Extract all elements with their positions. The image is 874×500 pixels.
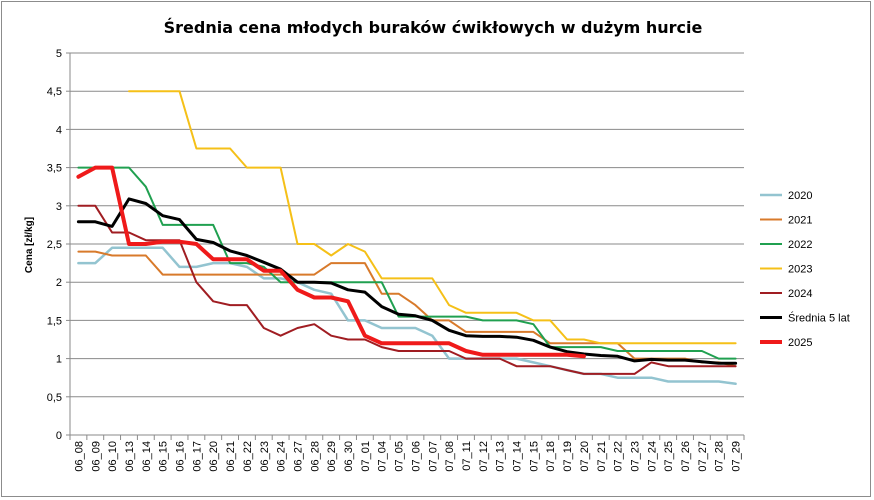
x-tick-label: 07_04	[377, 441, 389, 472]
series-line	[77, 204, 737, 375]
x-tick-label: 07_28	[714, 441, 726, 472]
legend-label: 2025	[788, 337, 812, 349]
y-tick-label: 0	[56, 430, 62, 442]
x-tick-label: 06_13	[124, 441, 136, 472]
x-tick-label: 06_22	[242, 441, 254, 472]
legend-label: 2024	[788, 288, 812, 300]
series-line	[77, 250, 737, 368]
x-tick-label: 07_19	[562, 441, 574, 472]
x-tick-label: 07_23	[629, 441, 641, 472]
y-tick-label: 1,5	[47, 315, 62, 327]
x-tick-label: 07_11	[461, 441, 473, 471]
series-line	[77, 166, 737, 360]
x-tick-label: 07_13	[495, 441, 507, 472]
x-tick-label: 06_29	[326, 441, 338, 472]
x-tick-label: 07_21	[596, 441, 608, 472]
legend-label: 2021	[788, 215, 812, 227]
legend-label: 2023	[788, 264, 812, 276]
x-tick-label: 07_14	[512, 441, 524, 472]
series-lines	[76, 90, 738, 386]
x-tick-label: 07_29	[731, 441, 743, 472]
series-line	[128, 90, 737, 345]
y-tick-label: 5	[56, 48, 62, 60]
x-tick-label: 06_24	[276, 441, 288, 472]
x-tick-label: 06_16	[175, 441, 187, 472]
x-tick-label: 06_15	[158, 441, 170, 472]
y-tick-label: 1	[56, 354, 62, 366]
x-tick-label: 06_10	[107, 441, 119, 472]
y-tick-label: 2,5	[47, 239, 62, 251]
legend-label: 2022	[788, 239, 812, 251]
x-tick-label: 07_12	[478, 441, 490, 472]
x-tick-label: 06_09	[90, 441, 102, 472]
x-tick-label: 06_17	[191, 441, 203, 472]
axes: 0 0,5 1 1,5 2 2,5 3 3,5 4 4,5 5 06_08 06_09 06_10 06_1…	[47, 48, 745, 472]
x-tick-label: 06_21	[225, 441, 237, 472]
y-tick-label: 3	[56, 201, 62, 213]
x-tick-label: 07_18	[545, 441, 557, 472]
y-axis-label: Cena [zł/kg]	[24, 217, 35, 273]
x-tick-label: 07_01	[360, 441, 372, 472]
x-tick-label: 06_23	[259, 441, 271, 472]
series-line	[76, 197, 738, 365]
legend-label: 2020	[788, 190, 812, 202]
x-tick-label: 07_15	[528, 441, 540, 472]
y-tick-label: 0,5	[47, 392, 62, 404]
series-line	[76, 165, 586, 359]
y-tick-label: 4	[56, 124, 62, 136]
x-tick-label: 07_25	[663, 441, 675, 472]
x-tick-label: 06_27	[292, 441, 304, 472]
y-tick-label: 4,5	[47, 86, 62, 98]
x-tick-label: 06_30	[343, 441, 355, 472]
x-tick-label: 07_24	[646, 441, 658, 472]
legend: 2020 2021 2022 2023 2024 Średnia 5 lat 2025	[760, 190, 850, 349]
x-tick-label: 06_14	[141, 441, 153, 472]
chart-title: Średnia cena młodych buraków ćwikłowych …	[164, 18, 703, 37]
x-tick-label: 06_28	[309, 441, 321, 472]
x-tick-label: 07_05	[394, 441, 406, 472]
series-line	[77, 246, 737, 386]
x-tick-label: 07_07	[427, 441, 439, 472]
x-tick-label: 07_26	[680, 441, 692, 472]
y-tick-label: 3,5	[47, 163, 62, 175]
y-tick-label: 2	[56, 277, 62, 289]
x-tick-label: 06_20	[208, 441, 220, 472]
x-tick-label: 07_06	[410, 441, 422, 472]
legend-label: Średnia 5 lat	[788, 312, 850, 325]
x-tick-label: 07_22	[613, 441, 625, 472]
x-tick-label: 07_08	[444, 441, 456, 472]
gridlines	[70, 52, 744, 398]
x-tick-label: 06_08	[73, 441, 85, 472]
x-tick-label: 07_20	[579, 441, 591, 472]
x-tick-label: 07_27	[697, 441, 709, 472]
